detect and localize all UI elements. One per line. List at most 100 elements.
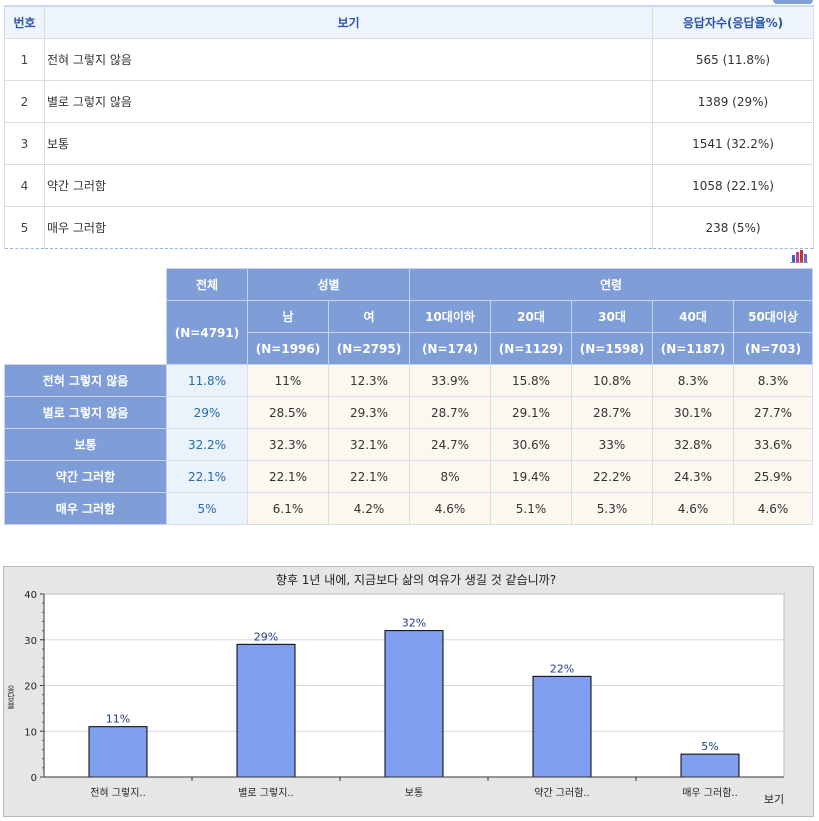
- cell-value: 10.8%: [571, 364, 653, 397]
- bars: 11% 전혀 그렇지.. 29% 별로 그렇지.. 32% 보통 22% 약간 그러함.. 5%…: [88, 617, 740, 799]
- y-tick-label: 0: [31, 773, 37, 784]
- cell-value: 29.3%: [328, 396, 410, 429]
- y-axis-label: 응답율: [6, 685, 15, 709]
- cell-value: 27.7%: [732, 396, 814, 429]
- cell-value: 24.3%: [652, 460, 734, 493]
- bar: [384, 630, 444, 778]
- cell-value: 15.8%: [490, 364, 572, 397]
- bar-chart: 향후 1년 내에, 지금보다 삶의 여유가 생길 것 같습니까? 11% 전혀 그…: [3, 566, 814, 817]
- row-number: 1: [4, 38, 45, 81]
- row-label: 별로 그렇지 않음: [4, 396, 167, 429]
- subgroup-n: (N=1598): [571, 332, 653, 365]
- cell-value: 33.6%: [732, 428, 814, 461]
- row-total: 11.8%: [166, 364, 248, 397]
- cell-value: 28.7%: [409, 396, 491, 429]
- cell-value: 29.1%: [490, 396, 572, 429]
- subgroup-20s: 20대: [490, 300, 572, 333]
- x-axis-label: 보기: [764, 793, 784, 806]
- bar-chart-icon[interactable]: [790, 249, 808, 263]
- bar-value-label: 22%: [550, 662, 574, 675]
- bar: [680, 753, 740, 778]
- cell-value: 19.4%: [490, 460, 572, 493]
- x-tick-label: 매우 그러함..: [682, 787, 738, 799]
- row-count: 238 (5%): [652, 206, 814, 249]
- cell-value: 32.3%: [247, 428, 329, 461]
- header-number: 번호: [4, 5, 45, 39]
- subgroup-n: (N=2795): [328, 332, 410, 365]
- subgroup-30s: 30대: [571, 300, 653, 333]
- y-tick-label: 10: [24, 727, 37, 738]
- row-option: 보통: [44, 122, 653, 165]
- cell-value: 24.7%: [409, 428, 491, 461]
- x-tick-label: 약간 그러함..: [534, 787, 590, 799]
- header-age: 연령: [408, 268, 814, 301]
- cell-value: 4.6%: [652, 492, 734, 525]
- cell-value: 8.3%: [652, 364, 734, 397]
- row-number: 4: [4, 164, 45, 207]
- bar-chart-canvas: 향후 1년 내에, 지금보다 삶의 여유가 생길 것 같습니까? 11% 전혀 그…: [6, 573, 785, 806]
- subgroup-male: 남: [247, 300, 329, 333]
- response-table-header: 번호 보기 응답자수(응답율%): [4, 5, 814, 39]
- row-total: 32.2%: [166, 428, 248, 461]
- bar: [88, 726, 148, 778]
- subgroup-n: (N=174): [409, 332, 491, 365]
- axis-ticks: 0 10 20 30 40: [24, 590, 784, 784]
- table-row: 별로 그렇지 않음 29% 28.5% 29.3% 28.7% 29.1% 28…: [4, 396, 814, 429]
- bar: [532, 675, 592, 778]
- subgroup-n: (N=1187): [652, 332, 734, 365]
- row-count: 565 (11.8%): [652, 38, 814, 81]
- row-count: 1541 (32.2%): [652, 122, 814, 165]
- chart-title: 향후 1년 내에, 지금보다 삶의 여유가 생길 것 같습니까?: [276, 573, 556, 587]
- table-row: 약간 그러함 22.1% 22.1% 22.1% 8% 19.4% 22.2% …: [4, 460, 814, 493]
- row-number: 5: [4, 206, 45, 249]
- subgroup-teens: 10대이하: [409, 300, 491, 333]
- cell-value: 4.2%: [328, 492, 410, 525]
- table-row: 4 약간 그러함 1058 (22.1%): [4, 164, 814, 207]
- cell-value: 30.1%: [652, 396, 734, 429]
- x-tick-label: 보통: [405, 787, 423, 799]
- cell-value: 28.5%: [247, 396, 329, 429]
- cell-value: 22.1%: [247, 460, 329, 493]
- top-tab-edge: [773, 0, 813, 4]
- row-label: 전혀 그렇지 않음: [4, 364, 167, 397]
- y-tick-label: 20: [24, 682, 37, 693]
- table-row: 매우 그러함 5% 6.1% 4.2% 4.6% 5.1% 5.3% 4.6% …: [4, 492, 814, 525]
- table-row: 1 전혀 그렇지 않음 565 (11.8%): [4, 38, 814, 81]
- cell-value: 32.1%: [328, 428, 410, 461]
- row-option: 별로 그렇지 않음: [44, 80, 653, 123]
- row-option: 매우 그러함: [44, 206, 653, 249]
- row-total: 29%: [166, 396, 248, 429]
- row-label: 약간 그러함: [4, 460, 167, 493]
- subgroup-n: (N=1996): [247, 332, 329, 365]
- total-n: (N=4791): [166, 300, 248, 365]
- header-gender: 성별: [247, 268, 410, 301]
- row-number: 3: [4, 122, 45, 165]
- header-count: 응답자수(응답율%): [652, 5, 814, 39]
- table-row: 보통 32.2% 32.3% 32.1% 24.7% 30.6% 33% 32.…: [4, 428, 814, 461]
- table-row: 3 보통 1541 (32.2%): [4, 122, 814, 165]
- row-count: 1058 (22.1%): [652, 164, 814, 207]
- crosstab-table: 전체 성별 연령 (N=4791) 남 여 10대이하 20대 30대 40대 …: [4, 268, 814, 525]
- x-tick-label: 전혀 그렇지..: [90, 786, 146, 799]
- cell-value: 22.2%: [571, 460, 653, 493]
- bar-value-label: 11%: [106, 713, 130, 726]
- row-total: 5%: [166, 492, 248, 525]
- cell-value: 30.6%: [490, 428, 572, 461]
- row-label: 매우 그러함: [4, 492, 167, 525]
- cell-value: 8.3%: [732, 364, 814, 397]
- row-option: 약간 그러함: [44, 164, 653, 207]
- cell-value: 5.1%: [490, 492, 572, 525]
- bar: [236, 643, 296, 778]
- table-row: 5 매우 그러함 238 (5%): [4, 206, 814, 249]
- row-number: 2: [4, 80, 45, 123]
- table-row: 2 별로 그렇지 않음 1389 (29%): [4, 80, 814, 123]
- cell-value: 4.6%: [409, 492, 491, 525]
- row-count: 1389 (29%): [652, 80, 814, 123]
- row-label: 보통: [4, 428, 167, 461]
- cell-value: 33%: [571, 428, 653, 461]
- cell-value: 33.9%: [409, 364, 491, 397]
- response-table: 번호 보기 응답자수(응답율%) 1 전혀 그렇지 않음 565 (11.8%)…: [4, 5, 814, 249]
- x-tick-label: 별로 그렇지..: [238, 786, 294, 799]
- cell-value: 12.3%: [328, 364, 410, 397]
- bar-value-label: 29%: [254, 630, 278, 643]
